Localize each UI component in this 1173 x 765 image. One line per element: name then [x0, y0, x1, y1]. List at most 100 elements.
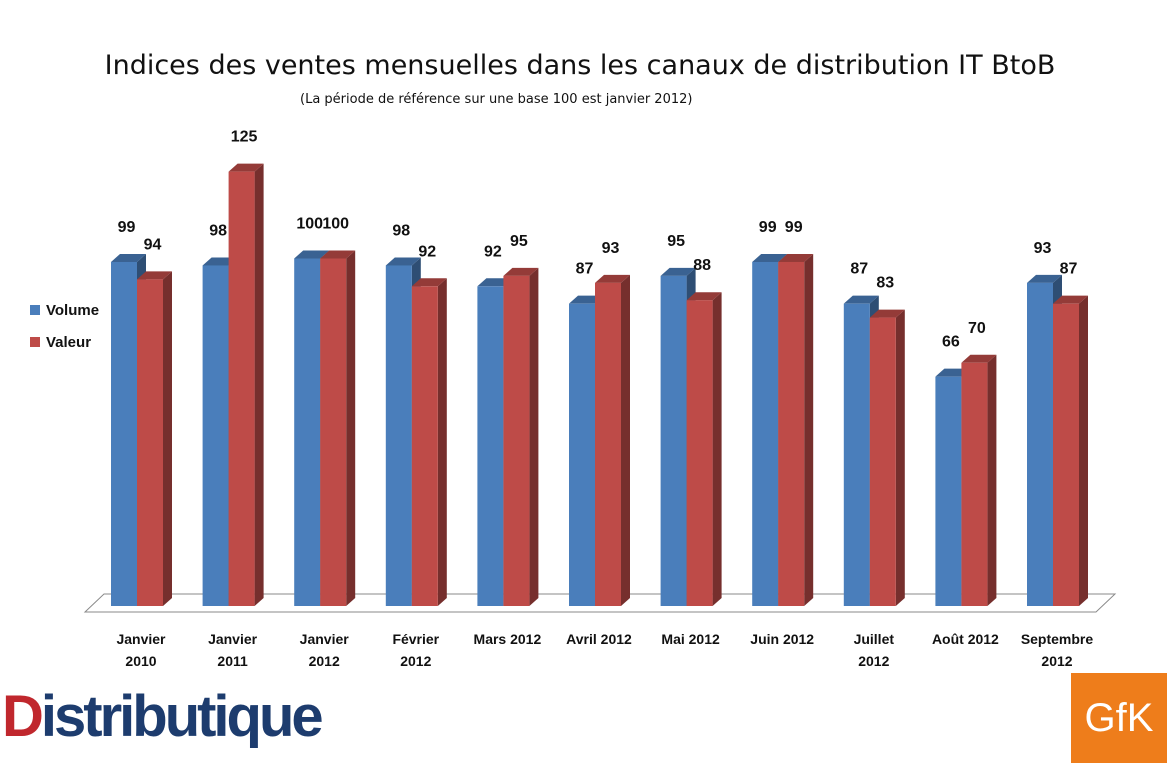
- data-label-valeur-3: 92: [418, 243, 436, 260]
- bar-valeur-0: [137, 279, 163, 606]
- bar-side-valeur-9: [987, 354, 997, 606]
- bar-top-valeur-1: [228, 163, 264, 172]
- bar-side-valeur-8: [895, 309, 905, 606]
- bar-valeur-9: [961, 362, 988, 606]
- category-label-1-0: Janvier: [208, 631, 258, 647]
- legend-item-valeur: Valeur: [30, 326, 99, 358]
- category-label-0-0: Janvier: [116, 631, 166, 647]
- legend-swatch-volume: [30, 305, 40, 315]
- bar-top-valeur-9: [961, 354, 997, 363]
- category-label-8-0: Juillet: [854, 631, 895, 647]
- bar-side-valeur-10: [1079, 295, 1088, 606]
- distributique-logo: Distributique: [2, 688, 324, 746]
- bar-valeur-7: [778, 261, 805, 606]
- category-label-1-1: 2011: [217, 653, 248, 669]
- gfk-logo: GfK: [1071, 673, 1167, 763]
- bar-top-valeur-4: [503, 267, 539, 276]
- bar-top-valeur-3: [411, 278, 447, 287]
- bar-valeur-2: [320, 258, 347, 606]
- bar-top-volume-2: [294, 250, 330, 259]
- category-label-10-0: Septembre: [1021, 631, 1094, 647]
- bar-volume-8: [843, 303, 870, 606]
- category-label-6-0: Mai 2012: [661, 631, 720, 647]
- bar-volume-0: [111, 261, 137, 606]
- chart-subtitle: (La période de référence sur une base 10…: [300, 92, 693, 107]
- category-label-10-1: 2012: [1041, 653, 1072, 669]
- bar-valeur-1: [228, 171, 255, 606]
- data-label-volume-9: 66: [942, 334, 960, 351]
- bar-side-valeur-1: [254, 163, 264, 606]
- bar-top-volume-10: [1027, 274, 1062, 283]
- bar-volume-2: [294, 258, 321, 606]
- legend: Volume Valeur: [30, 294, 99, 358]
- bar-top-volume-8: [843, 295, 879, 304]
- bar-top-valeur-6: [686, 292, 722, 301]
- category-label-2-0: Janvier: [300, 631, 350, 647]
- bar-side-valeur-5: [621, 274, 630, 606]
- bar-side-valeur-2: [346, 250, 356, 606]
- data-label-valeur-1: 125: [231, 129, 258, 146]
- data-label-valeur-5: 93: [602, 240, 620, 257]
- bar-top-valeur-7: [778, 253, 814, 262]
- data-label-volume-4: 92: [484, 243, 502, 260]
- bar-top-volume-0: [111, 253, 146, 262]
- bar-top-volume-6: [660, 267, 696, 276]
- data-label-valeur-8: 83: [876, 275, 894, 292]
- data-label-valeur-2: 100: [322, 216, 349, 233]
- category-label-7-0: Juin 2012: [750, 631, 814, 647]
- category-label-0-1: 2010: [125, 653, 156, 669]
- bar-valeur-8: [869, 317, 896, 606]
- data-label-valeur-4: 95: [510, 233, 528, 250]
- legend-label-volume: Volume: [46, 301, 100, 319]
- data-label-volume-0: 99: [118, 219, 136, 236]
- category-label-8-1: 2012: [858, 653, 889, 669]
- bar-top-valeur-2: [320, 250, 356, 259]
- data-label-valeur-9: 70: [968, 320, 986, 337]
- chart-title: Indices des ventes mensuelles dans les c…: [104, 50, 1056, 81]
- bar-volume-5: [569, 303, 595, 606]
- data-label-volume-8: 87: [850, 261, 868, 278]
- data-label-volume-5: 87: [576, 261, 594, 278]
- bar-valeur-10: [1053, 303, 1079, 606]
- category-label-5-0: Avril 2012: [566, 631, 632, 647]
- bar-side-valeur-7: [804, 253, 814, 606]
- bar-valeur-3: [411, 286, 438, 606]
- bar-volume-3: [385, 265, 412, 606]
- legend-item-volume: Volume: [30, 294, 99, 326]
- distributique-logo-rest: istributique: [40, 684, 324, 749]
- legend-swatch-valeur: [30, 337, 40, 347]
- bar-volume-7: [752, 261, 779, 606]
- legend-label-valeur: Valeur: [46, 333, 92, 351]
- data-label-volume-6: 95: [667, 233, 685, 250]
- bar-volume-4: [477, 286, 504, 606]
- distributique-logo-initial: D: [2, 684, 44, 749]
- category-label-3-0: Février: [392, 631, 439, 647]
- bar-top-valeur-8: [869, 309, 905, 318]
- data-label-valeur-10: 87: [1060, 261, 1078, 278]
- bar-volume-9: [935, 376, 962, 606]
- data-label-valeur-6: 88: [693, 257, 711, 274]
- bar-volume-10: [1027, 282, 1053, 606]
- category-label-4-0: Mars 2012: [474, 631, 542, 647]
- bar-valeur-4: [503, 275, 530, 606]
- bar-volume-6: [660, 275, 687, 606]
- bar-top-valeur-0: [137, 271, 172, 280]
- data-label-volume-3: 98: [392, 222, 410, 239]
- bar-valeur-6: [686, 300, 713, 606]
- bar-top-valeur-5: [595, 274, 630, 283]
- bar-side-valeur-3: [437, 278, 447, 606]
- bar-top-volume-3: [385, 257, 421, 266]
- category-label-9-0: Août 2012: [932, 631, 999, 647]
- data-label-volume-1: 98: [209, 222, 227, 239]
- bar-volume-1: [202, 265, 229, 606]
- category-label-2-1: 2012: [309, 653, 340, 669]
- bar-side-valeur-6: [712, 292, 722, 606]
- data-label-valeur-0: 94: [144, 236, 162, 253]
- data-label-valeur-7: 99: [785, 219, 803, 236]
- data-label-volume-2: 100: [296, 216, 323, 233]
- category-label-3-1: 2012: [400, 653, 431, 669]
- bar-valeur-5: [595, 282, 621, 606]
- bar-top-volume-7: [752, 253, 788, 262]
- data-label-volume-7: 99: [759, 219, 777, 236]
